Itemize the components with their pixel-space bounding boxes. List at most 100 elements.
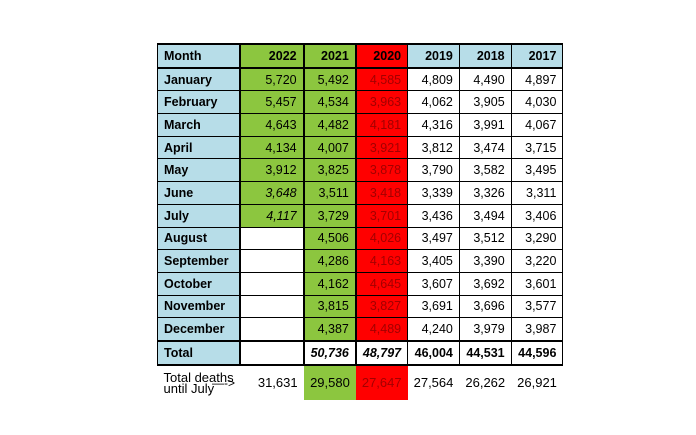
month-cell: December xyxy=(156,317,241,342)
value-cell: 3,905 xyxy=(458,90,512,115)
value-cell: 3,963 xyxy=(355,90,409,115)
value-cell: 4,585 xyxy=(355,67,409,92)
value-cell: 4,007 xyxy=(303,135,357,160)
value-cell: 4,482 xyxy=(303,113,357,137)
value-cell: 4,240 xyxy=(407,317,460,342)
table-row: January 5,720 5,492 4,585 4,809 4,490 4,897 xyxy=(156,67,564,92)
value-cell xyxy=(238,271,305,296)
month-cell: October xyxy=(156,271,241,296)
footer-label-line1: Total deaths xyxy=(163,369,234,385)
value-cell: 4,062 xyxy=(407,90,460,115)
month-cell: November xyxy=(156,294,241,319)
value-cell: 4,645 xyxy=(355,271,409,296)
header-month: Month xyxy=(156,43,241,69)
value-cell: 4,489 xyxy=(355,317,409,342)
value-cell: 4,387 xyxy=(303,317,357,342)
value-cell: 3,790 xyxy=(407,158,460,183)
value-cell: 3,582 xyxy=(458,158,512,183)
footer-value: 27,564 xyxy=(413,375,454,391)
value-cell: 3,495 xyxy=(510,158,564,183)
footer-value: 26,262 xyxy=(465,375,506,391)
value-cell: 3,512 xyxy=(458,226,512,251)
footer-label: Total deaths until July xyxy=(158,365,240,400)
value-cell: 3,220 xyxy=(510,249,564,273)
value-cell xyxy=(238,249,305,273)
value-cell: 3,601 xyxy=(510,271,564,296)
table-row: July 4,117 3,729 3,701 3,436 3,494 3,406 xyxy=(156,203,564,228)
value-cell: 3,991 xyxy=(458,113,512,137)
value-cell: 4,506 xyxy=(303,226,357,251)
value-cell: 3,815 xyxy=(303,294,357,319)
value-cell: 3,812 xyxy=(407,135,460,160)
value-cell: 4,181 xyxy=(355,113,409,137)
month-cell: September xyxy=(156,249,241,273)
month-cell: August xyxy=(156,226,241,251)
value-cell: 3,577 xyxy=(510,294,564,319)
month-cell: February xyxy=(156,90,241,115)
value-cell xyxy=(238,317,305,342)
month-cell: June xyxy=(156,181,241,205)
value-cell: 4,490 xyxy=(458,67,512,92)
value-cell: 3,701 xyxy=(355,203,409,228)
value-cell: 3,511 xyxy=(303,181,357,205)
table-row: September 4,286 4,163 3,405 3,390 3,220 xyxy=(156,249,564,273)
deaths-table: Month 2022 2021 2020 2019 2018 2017 Janu… xyxy=(156,43,564,400)
header-year-2022: 2022 xyxy=(238,43,305,69)
month-cell: July xyxy=(156,203,241,228)
value-cell: 4,067 xyxy=(510,113,564,137)
value-cell: 3,390 xyxy=(458,249,512,273)
total-value: 48,797 xyxy=(355,339,409,366)
month-cell: April xyxy=(156,135,241,160)
table-row: February 5,457 4,534 3,963 4,062 3,905 4,030 xyxy=(156,90,564,115)
value-cell: 3,607 xyxy=(407,271,460,296)
value-cell: 3,825 xyxy=(303,158,357,183)
header-year-2021: 2021 xyxy=(303,43,357,69)
value-cell: 3,311 xyxy=(510,181,564,205)
value-cell: 5,720 xyxy=(238,67,305,92)
total-value: 50,736 xyxy=(303,339,357,366)
table-row: April 4,134 4,007 3,921 3,812 3,474 3,715 xyxy=(156,135,564,160)
month-cell: March xyxy=(156,113,241,137)
value-cell: 5,457 xyxy=(238,90,305,115)
total-label: Total xyxy=(156,339,241,366)
footer-label-line2: until July xyxy=(163,380,215,396)
value-cell: 3,729 xyxy=(303,203,357,228)
header-year-2018: 2018 xyxy=(458,43,512,69)
value-cell: 4,316 xyxy=(407,113,460,137)
value-cell: 3,648 xyxy=(238,181,305,205)
value-cell: 3,696 xyxy=(458,294,512,319)
value-cell: 4,030 xyxy=(510,90,564,115)
value-cell: 3,339 xyxy=(407,181,460,205)
value-cell: 4,162 xyxy=(303,271,357,296)
value-cell: 3,405 xyxy=(407,249,460,273)
value-cell: 3,497 xyxy=(407,226,460,251)
month-cell: May xyxy=(156,158,241,183)
value-cell: 4,897 xyxy=(510,67,564,92)
value-cell: 3,715 xyxy=(510,135,564,160)
value-cell: 3,406 xyxy=(510,203,564,228)
header-year-2019: 2019 xyxy=(407,43,460,69)
total-value: 44,596 xyxy=(510,339,564,366)
header-year-2020: 2020 xyxy=(355,43,409,69)
arrow-text: —-> xyxy=(212,376,236,390)
table-row: March 4,643 4,482 4,181 4,316 3,991 4,067 xyxy=(156,113,564,137)
footer-value: 26,921 xyxy=(517,375,557,391)
value-cell: 3,474 xyxy=(458,135,512,160)
value-cell: 4,117 xyxy=(238,203,305,228)
value-cell: 3,290 xyxy=(510,226,564,251)
header-row: Month 2022 2021 2020 2019 2018 2017 xyxy=(156,43,564,69)
value-cell: 3,921 xyxy=(355,135,409,160)
table-row: December 4,387 4,489 4,240 3,979 3,987 xyxy=(156,317,564,342)
header-year-2017: 2017 xyxy=(510,43,564,69)
footer-value: 31,631 xyxy=(257,375,298,391)
value-cell: 4,534 xyxy=(303,90,357,115)
footer-value: 27,647 xyxy=(355,364,408,400)
value-cell: 5,492 xyxy=(303,67,357,92)
table-row: May 3,912 3,825 3,878 3,790 3,582 3,495 xyxy=(156,158,564,183)
value-cell: 3,878 xyxy=(355,158,409,183)
value-cell: 4,134 xyxy=(238,135,305,160)
value-cell: 4,809 xyxy=(407,67,460,92)
value-cell: 4,026 xyxy=(355,226,409,251)
value-cell: 3,979 xyxy=(458,317,512,342)
value-cell: 3,418 xyxy=(355,181,409,205)
